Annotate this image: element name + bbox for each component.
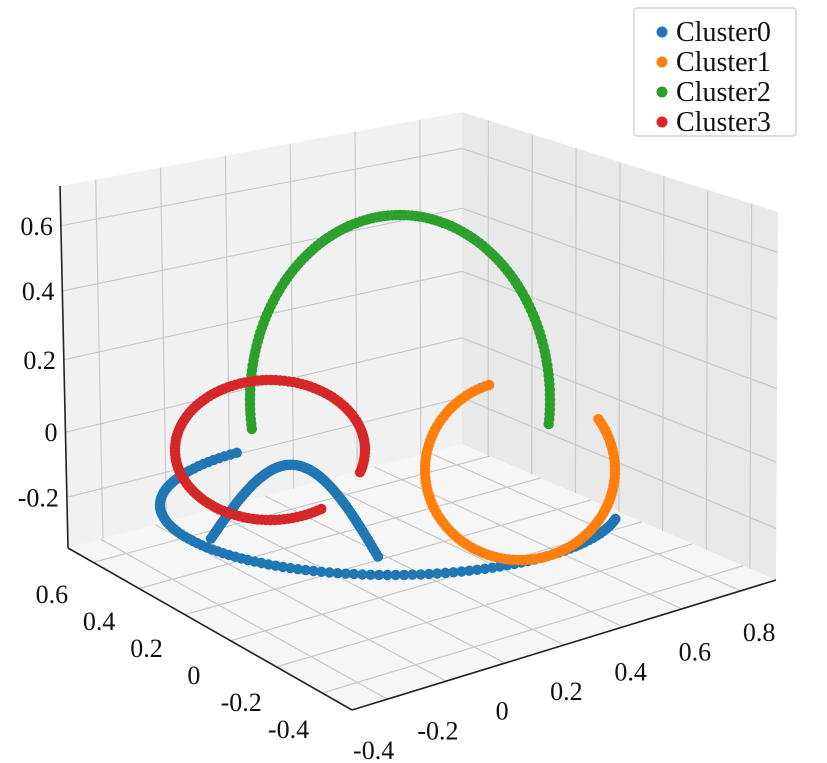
x-tick-label: -0.2 (417, 716, 458, 745)
x-tick-label: -0.4 (353, 736, 394, 763)
legend-label-Cluster0: Cluster0 (676, 17, 771, 48)
legend-marker-Cluster3 (656, 116, 668, 128)
grid-line-x (749, 203, 753, 569)
grid-line-x (618, 161, 621, 513)
grid-line-x (210, 509, 506, 664)
z-tick-label: 0.2 (23, 346, 56, 375)
point-Cluster0 (324, 567, 335, 578)
y-tick-label: 0 (187, 661, 200, 690)
point-Cluster0 (316, 566, 327, 577)
grid-line-y (224, 155, 231, 506)
grid-line-x (662, 175, 665, 531)
legend-label-Cluster3: Cluster3 (676, 107, 771, 138)
point-Cluster0 (440, 567, 451, 579)
point-Cluster0 (390, 569, 401, 581)
y-tick-label: 0.6 (36, 580, 69, 609)
x-tick-label: 0 (496, 697, 509, 726)
point-Cluster0 (300, 564, 311, 576)
x-axis-line (351, 579, 777, 711)
legend-label-Cluster1: Cluster1 (676, 47, 771, 78)
grid-line-y (276, 543, 693, 668)
series-Cluster2 (244, 209, 556, 435)
point-Cluster0 (487, 562, 498, 573)
grid-line-y (159, 167, 168, 523)
point-Cluster0 (423, 568, 435, 580)
legend-box (633, 7, 797, 137)
y-tick-label: 0.2 (130, 634, 163, 663)
z-axis-line (59, 185, 69, 549)
grid-line-y (419, 119, 422, 455)
grid-line-z (60, 147, 463, 227)
z-tick-label: 0.4 (22, 277, 55, 306)
data-points (154, 209, 621, 581)
grid-line-x (428, 452, 741, 592)
grid-line-x (705, 189, 709, 550)
legend-marker-Cluster2 (656, 86, 668, 98)
tick-labels: 0.60.40.20-0.20.60.40.20-0.2-0.4-0.4-0.2… (18, 212, 776, 763)
point-Cluster1 (483, 379, 495, 391)
grid-line-y (184, 499, 592, 616)
x-tick-label: 0.6 (679, 638, 712, 667)
y-tick-label: -0.2 (221, 688, 262, 717)
grid-line-z (62, 207, 463, 292)
series-Cluster1 (419, 379, 621, 566)
point-Cluster0 (479, 563, 490, 574)
grid-line-y (95, 179, 104, 539)
point-Cluster0 (231, 447, 242, 458)
grid-line-z (66, 396, 463, 498)
y-tick-label: 0.4 (83, 607, 116, 636)
point-Cluster0 (415, 569, 426, 580)
point-Cluster3 (354, 467, 366, 478)
point-Cluster0 (332, 568, 343, 579)
point-Cluster0 (382, 569, 393, 581)
point-Cluster0 (357, 569, 368, 580)
point-Cluster0 (448, 567, 459, 578)
x-tick-label: 0.8 (743, 618, 776, 647)
point-Cluster0 (407, 569, 418, 580)
axis-panes (60, 112, 778, 710)
series-Cluster3 (169, 374, 371, 526)
grid-line-x (574, 148, 577, 494)
point-Cluster0 (456, 566, 467, 577)
point-Cluster0 (472, 564, 483, 575)
point-Cluster0 (348, 568, 360, 580)
point-Cluster0 (432, 568, 443, 579)
point-Cluster0 (373, 569, 385, 581)
legend-marker-Cluster1 (656, 56, 668, 68)
x-tick-label: 0.4 (614, 657, 647, 686)
x-tick-label: 0.2 (550, 677, 583, 706)
grid-line-x (100, 538, 388, 700)
z-tick-label: -0.2 (18, 483, 59, 512)
point-Cluster0 (292, 564, 304, 575)
legend-label-Cluster2: Cluster2 (676, 77, 771, 108)
legend-marker-Cluster0 (656, 26, 668, 38)
point-Cluster0 (372, 551, 384, 562)
y-tick-label: -0.4 (268, 715, 309, 744)
grid-line-y (138, 477, 541, 590)
point-Cluster0 (365, 569, 376, 580)
point-Cluster0 (464, 565, 475, 576)
point-Cluster0 (398, 569, 410, 581)
point-Cluster0 (308, 565, 319, 577)
z-tick-label: 0.6 (20, 212, 53, 241)
series-Cluster0 (154, 447, 621, 581)
point-Cluster2 (543, 418, 554, 430)
grid-line-y (289, 143, 295, 489)
z-tick-label: 0 (44, 418, 57, 447)
grid-lines (59, 119, 778, 711)
point-Cluster0 (340, 568, 351, 579)
y-axis-line (67, 547, 353, 711)
grid-line-x (319, 481, 624, 628)
grid-line-y (322, 565, 744, 694)
